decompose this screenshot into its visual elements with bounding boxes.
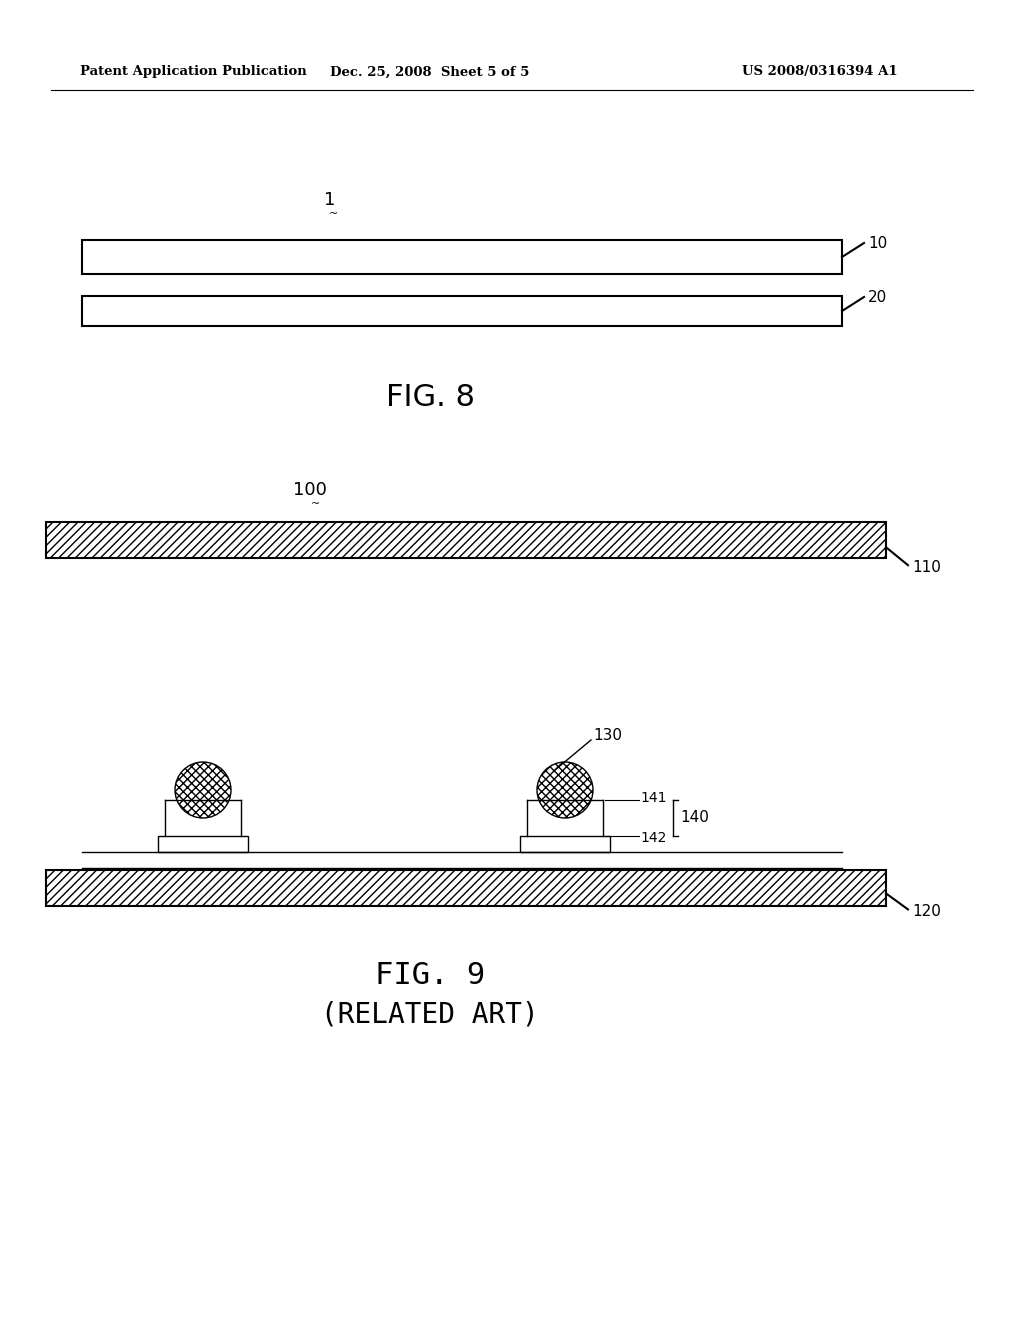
Circle shape <box>537 762 593 818</box>
Bar <box>158 836 248 851</box>
Text: 120: 120 <box>912 904 941 919</box>
Text: 1: 1 <box>325 191 336 209</box>
Text: 140: 140 <box>681 810 710 825</box>
Text: 141: 141 <box>641 791 668 805</box>
Text: Dec. 25, 2008  Sheet 5 of 5: Dec. 25, 2008 Sheet 5 of 5 <box>331 66 529 78</box>
Text: 20: 20 <box>868 289 887 305</box>
Circle shape <box>175 762 231 818</box>
Bar <box>82 240 842 275</box>
Text: 110: 110 <box>912 560 941 574</box>
Text: ~: ~ <box>310 499 319 510</box>
Bar <box>46 521 886 558</box>
Bar <box>46 870 886 906</box>
Text: 142: 142 <box>641 832 668 845</box>
Text: 130: 130 <box>593 727 622 742</box>
Text: FIG. 8: FIG. 8 <box>385 384 474 412</box>
Bar <box>520 836 610 851</box>
Text: Patent Application Publication: Patent Application Publication <box>80 66 307 78</box>
Text: 100: 100 <box>293 480 327 499</box>
Text: US 2008/0316394 A1: US 2008/0316394 A1 <box>742 66 898 78</box>
Text: 10: 10 <box>868 235 887 251</box>
Text: (RELATED ART): (RELATED ART) <box>322 1001 539 1030</box>
Text: FIG. 9: FIG. 9 <box>375 961 485 990</box>
Text: ~: ~ <box>330 209 339 219</box>
Bar <box>82 296 842 326</box>
